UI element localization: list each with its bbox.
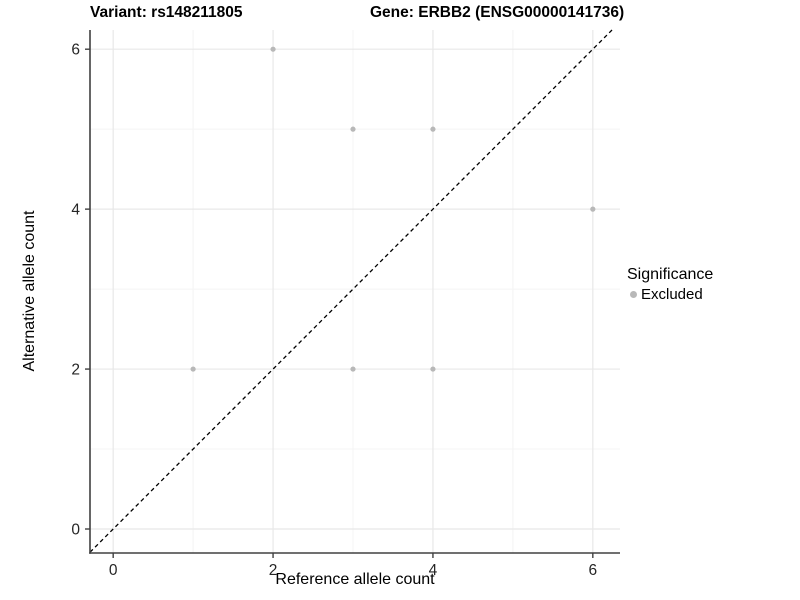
data-point [350, 366, 356, 372]
x-tick-label: 6 [589, 562, 598, 579]
legend-point-icon [630, 291, 637, 298]
legend: Significance Excluded [627, 266, 713, 303]
data-point [190, 366, 196, 372]
y-tick-label: 4 [71, 202, 80, 219]
y-tick-label: 0 [71, 522, 80, 539]
legend-title: Significance [627, 266, 714, 283]
data-point [270, 46, 276, 52]
legend-entry-excluded: Excluded [630, 286, 713, 303]
legend-entry-label: Excluded [641, 286, 703, 303]
identity-reference-line [89, 29, 613, 553]
data-point [350, 126, 356, 132]
x-axis-title: Reference allele count [275, 571, 435, 588]
plot-title-gene: Gene: ERBB2 (ENSG00000141736) [370, 4, 625, 21]
plot-title-variant: Variant: rs148211805 [90, 4, 243, 21]
x-tick-label: 4 [429, 562, 438, 579]
y-tick-label: 6 [71, 42, 80, 59]
y-axis-title: Alternative allele count [21, 210, 38, 372]
data-point [590, 206, 596, 212]
data-point [430, 126, 436, 132]
x-tick-label: 0 [109, 562, 118, 579]
x-tick-label: 2 [269, 562, 278, 579]
y-tick-label: 2 [71, 362, 80, 379]
data-point [430, 366, 436, 372]
